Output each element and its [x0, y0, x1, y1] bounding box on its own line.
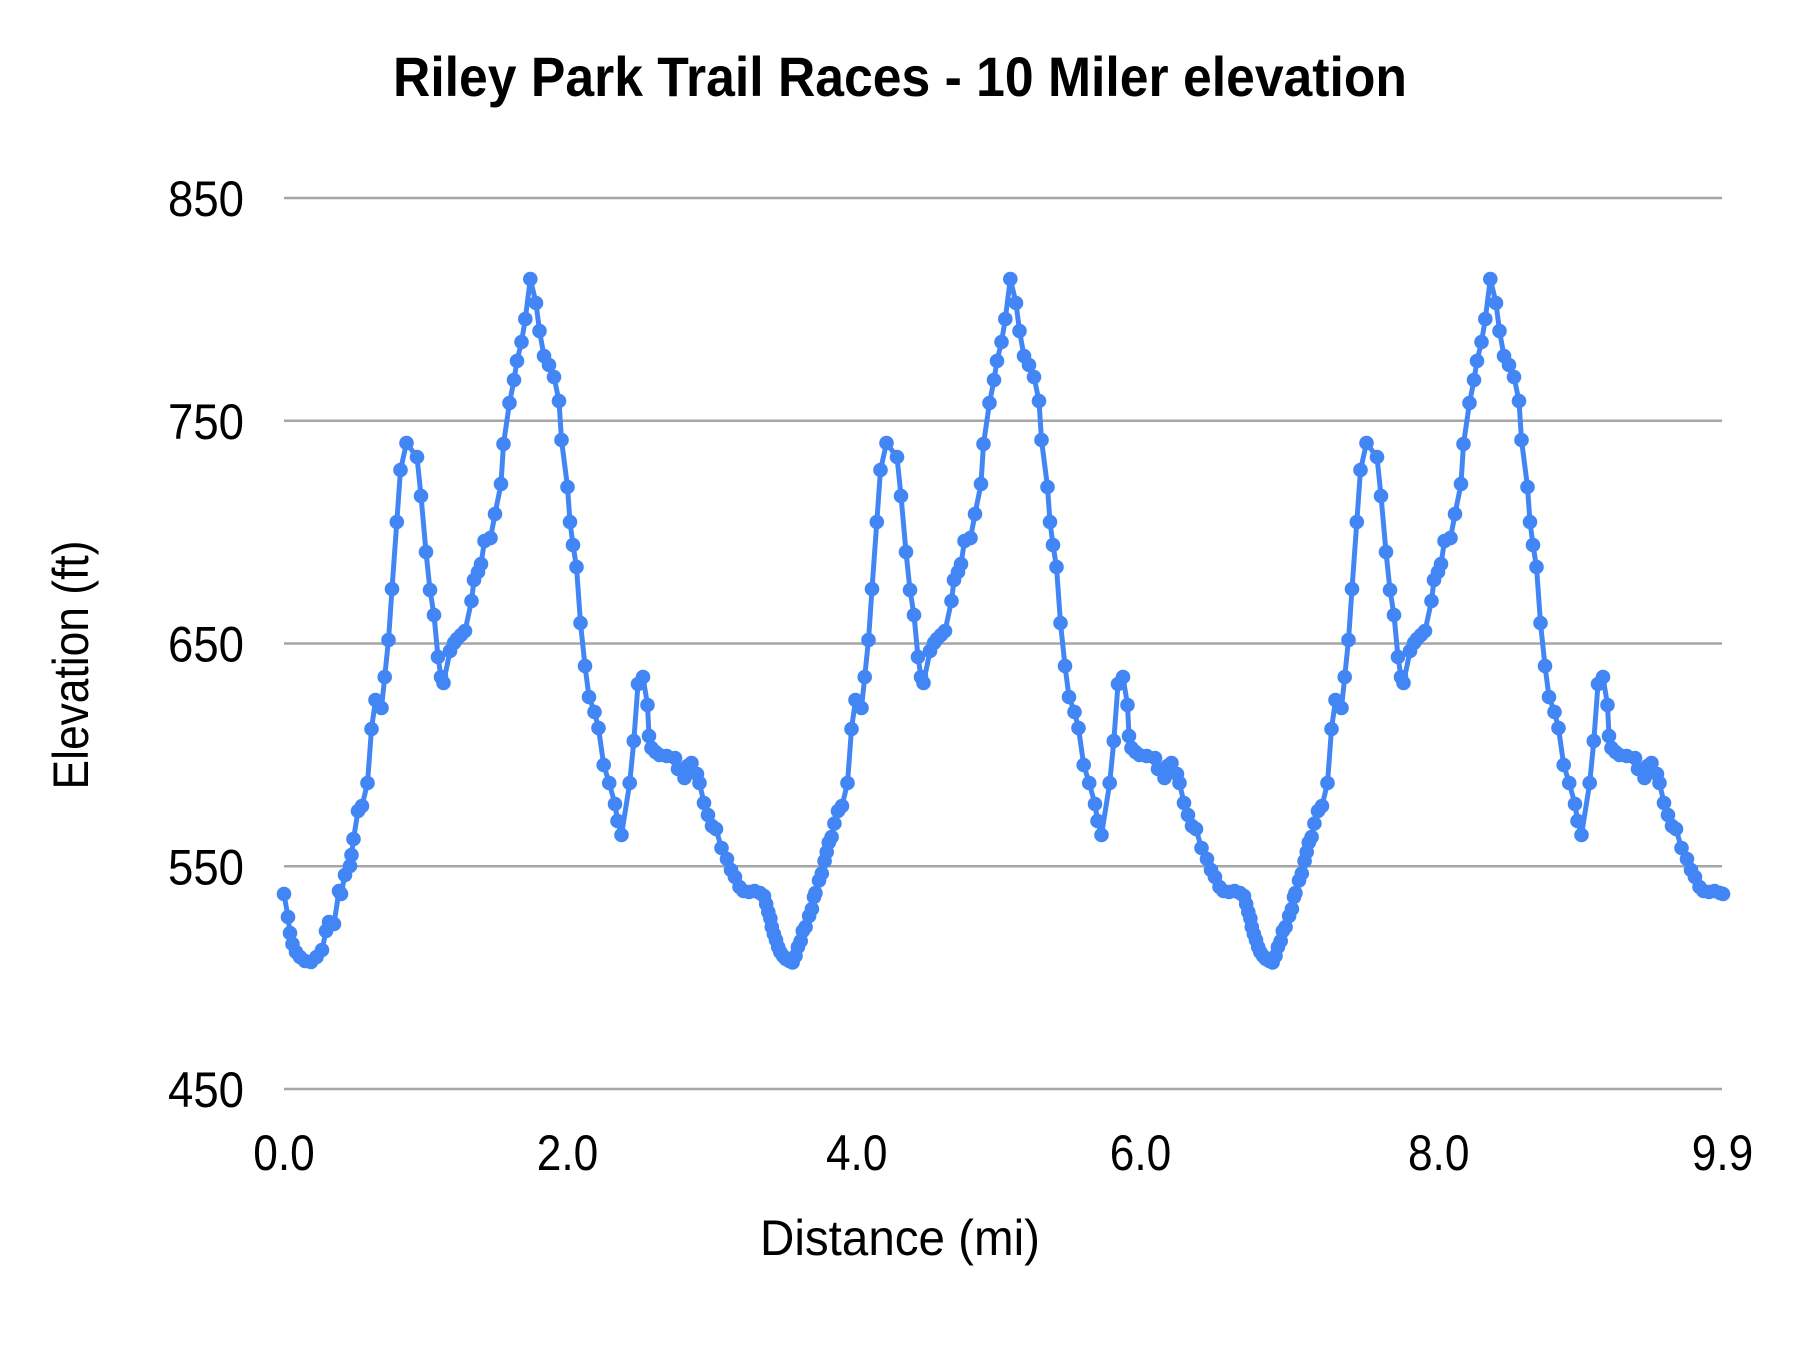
svg-text:4.0: 4.0 — [826, 1125, 888, 1181]
svg-text:450: 450 — [168, 1062, 244, 1118]
svg-text:850: 850 — [168, 171, 244, 227]
svg-text:2.0: 2.0 — [537, 1125, 599, 1181]
svg-text:Elevation (ft): Elevation (ft) — [43, 541, 99, 790]
svg-text:750: 750 — [168, 394, 244, 450]
svg-text:6.0: 6.0 — [1110, 1125, 1172, 1181]
svg-text:8.0: 8.0 — [1408, 1125, 1470, 1181]
svg-text:550: 550 — [168, 839, 244, 895]
svg-text:650: 650 — [168, 617, 244, 673]
svg-text:Riley Park Trail Races - 10 Mi: Riley Park Trail Races - 10 Miler elevat… — [393, 45, 1407, 108]
svg-text:Distance (mi): Distance (mi) — [760, 1210, 1040, 1266]
svg-text:0.0: 0.0 — [253, 1125, 315, 1181]
svg-text:9.9: 9.9 — [1692, 1125, 1754, 1181]
